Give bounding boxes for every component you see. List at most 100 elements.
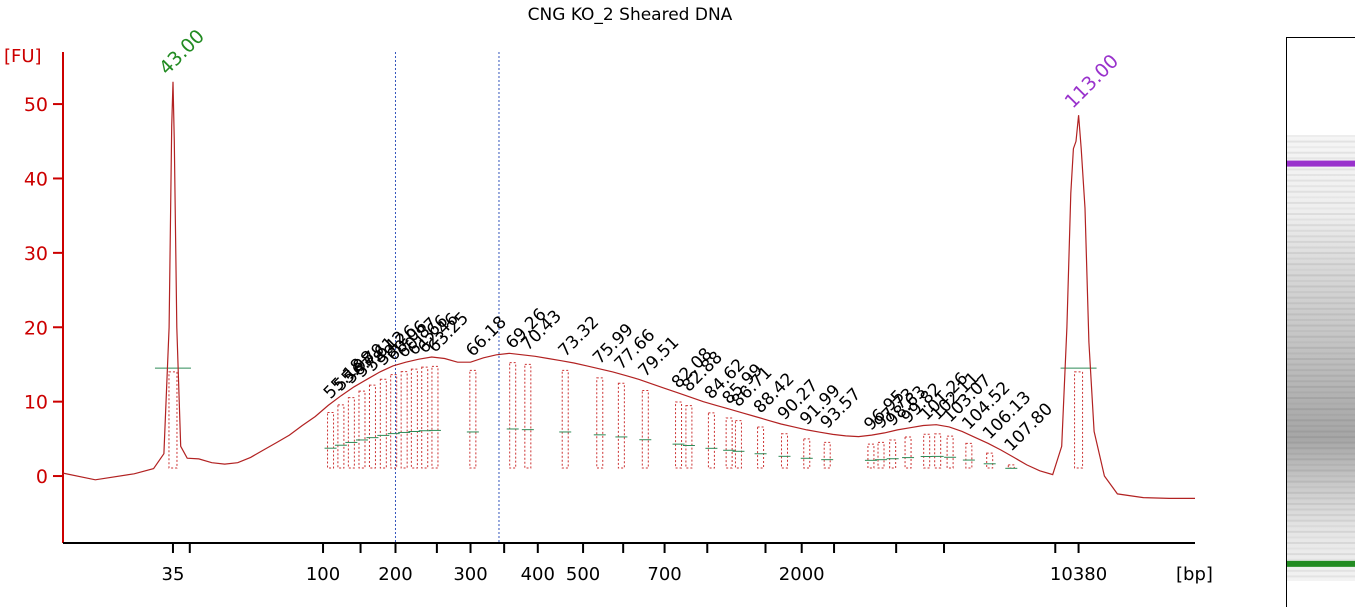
y-ticks: 0 10 20 30 40 50 bbox=[24, 94, 63, 488]
x-tick-label: 100 bbox=[306, 564, 340, 585]
region-lines bbox=[394, 52, 500, 543]
gel-stripe bbox=[1287, 246, 1355, 249]
gel-stripe bbox=[1287, 369, 1355, 372]
trace-line bbox=[62, 81, 1195, 499]
x-tick-label: 300 bbox=[453, 564, 487, 585]
gel-stripe bbox=[1287, 291, 1355, 294]
gel-stripe bbox=[1287, 548, 1355, 550]
peak-box bbox=[781, 433, 789, 469]
gel-stripe bbox=[1287, 424, 1355, 427]
gel-stripe bbox=[1287, 475, 1355, 477]
gel-stripe bbox=[1287, 352, 1355, 355]
peak-boxes bbox=[154, 362, 1097, 469]
gel-stripe bbox=[1287, 201, 1355, 204]
peak-box bbox=[867, 443, 875, 469]
plot-area: [FU] [bp] 0 10 20 30 40 50 35 100 200 300 400 500 7… bbox=[4, 25, 1213, 585]
peak-box bbox=[410, 368, 418, 469]
gel-stripe bbox=[1287, 497, 1355, 500]
peak-box bbox=[904, 436, 912, 469]
peak-box bbox=[524, 363, 532, 469]
gel-stripe bbox=[1287, 274, 1355, 277]
marker-labels: 43.00 113.00 bbox=[155, 25, 1123, 113]
y-tick-label: 0 bbox=[36, 466, 48, 488]
chart-title: CNG KO_2 Sheared DNA bbox=[527, 5, 733, 25]
gel-stripe bbox=[1287, 553, 1355, 556]
gel-stripe bbox=[1287, 313, 1355, 316]
x-ticks: 35 100 200 300 400 500 700 2000 10380 bbox=[162, 543, 1107, 585]
marker-label: 113.00 bbox=[1061, 50, 1124, 113]
gel-stripe bbox=[1287, 135, 1355, 137]
peak-box bbox=[734, 420, 742, 469]
peak-labels: 55.1855.9856.7957.6158.4259.2660.0660.87… bbox=[320, 305, 1057, 456]
x-tick-label: 500 bbox=[566, 564, 600, 585]
x-axis-label: [bp] bbox=[1176, 564, 1213, 585]
gel-marker-band bbox=[1287, 160, 1355, 167]
gel-stripe bbox=[1287, 302, 1355, 305]
peak-box bbox=[421, 366, 429, 469]
gel-stripe bbox=[1287, 391, 1355, 394]
gel-stripe bbox=[1287, 569, 1355, 572]
gel-stripe bbox=[1287, 419, 1355, 422]
gel-stripe bbox=[1287, 174, 1355, 177]
gel-stripe bbox=[1287, 514, 1355, 517]
gel-stripe bbox=[1287, 330, 1355, 332]
peak-box bbox=[707, 412, 715, 469]
gel-stripe bbox=[1287, 269, 1355, 271]
gel-stripe bbox=[1287, 363, 1355, 366]
peak-box bbox=[400, 371, 408, 469]
x-tick-label: 2000 bbox=[779, 564, 825, 585]
gel-stripe bbox=[1287, 575, 1355, 578]
gel-stripe bbox=[1287, 252, 1355, 255]
gel-stripe bbox=[1287, 530, 1355, 533]
gel-stripe bbox=[1287, 190, 1355, 193]
gel-stripe bbox=[1287, 374, 1355, 377]
peak-box bbox=[675, 401, 683, 469]
x-tick-label: 10380 bbox=[1050, 564, 1107, 585]
gel-stripe bbox=[1287, 218, 1355, 221]
electropherogram-chart: CNG KO_2 Sheared DNA [FU] [bp] 0 10 20 30 40… bbox=[4, 5, 1213, 585]
peak-box bbox=[685, 405, 693, 469]
peak-box bbox=[965, 442, 973, 469]
gel-stripe bbox=[1287, 140, 1355, 143]
marker-peak-box bbox=[1074, 371, 1084, 469]
gel-stripe bbox=[1287, 346, 1355, 349]
peak-box bbox=[823, 441, 831, 469]
gel-stripe bbox=[1287, 185, 1355, 188]
gel-stripe bbox=[1287, 240, 1355, 243]
gel-stripe bbox=[1287, 196, 1355, 198]
gel-stripe bbox=[1287, 508, 1355, 511]
gel-image-panel bbox=[1286, 37, 1355, 607]
gel-stripe bbox=[1287, 235, 1355, 238]
trace-group bbox=[62, 81, 1195, 499]
peak-box bbox=[327, 412, 335, 469]
gel-stripe bbox=[1287, 335, 1355, 338]
peak-box bbox=[379, 378, 387, 469]
gel-stripe bbox=[1287, 168, 1355, 171]
gel-stripe bbox=[1287, 213, 1355, 216]
peak-box bbox=[641, 390, 649, 469]
x-tick-label: 400 bbox=[521, 564, 555, 585]
x-tick-label: 35 bbox=[162, 564, 185, 585]
peak-box bbox=[561, 369, 569, 469]
peak-box bbox=[757, 426, 765, 469]
y-axis-label: [FU] bbox=[4, 46, 42, 67]
gel-stripe bbox=[1287, 480, 1355, 483]
gel-stripe bbox=[1287, 224, 1355, 227]
gel-stripe bbox=[1287, 257, 1355, 260]
peak-box bbox=[986, 452, 994, 469]
peak-box bbox=[934, 433, 942, 469]
gel-stripe bbox=[1287, 430, 1355, 433]
gel-stripe bbox=[1287, 280, 1355, 282]
axes: [FU] [bp] bbox=[4, 46, 1213, 585]
peak-box bbox=[390, 374, 398, 469]
gel-stripe bbox=[1287, 296, 1355, 299]
gel-stripe bbox=[1287, 307, 1355, 310]
peak-box bbox=[877, 441, 885, 469]
gel-stripe bbox=[1287, 403, 1355, 405]
peak-box bbox=[1007, 464, 1015, 469]
gel-stripe bbox=[1287, 207, 1355, 209]
y-tick-label: 50 bbox=[24, 94, 48, 116]
peak-box bbox=[431, 365, 439, 469]
gel-stripe bbox=[1287, 285, 1355, 288]
gel-stripe bbox=[1287, 447, 1355, 450]
